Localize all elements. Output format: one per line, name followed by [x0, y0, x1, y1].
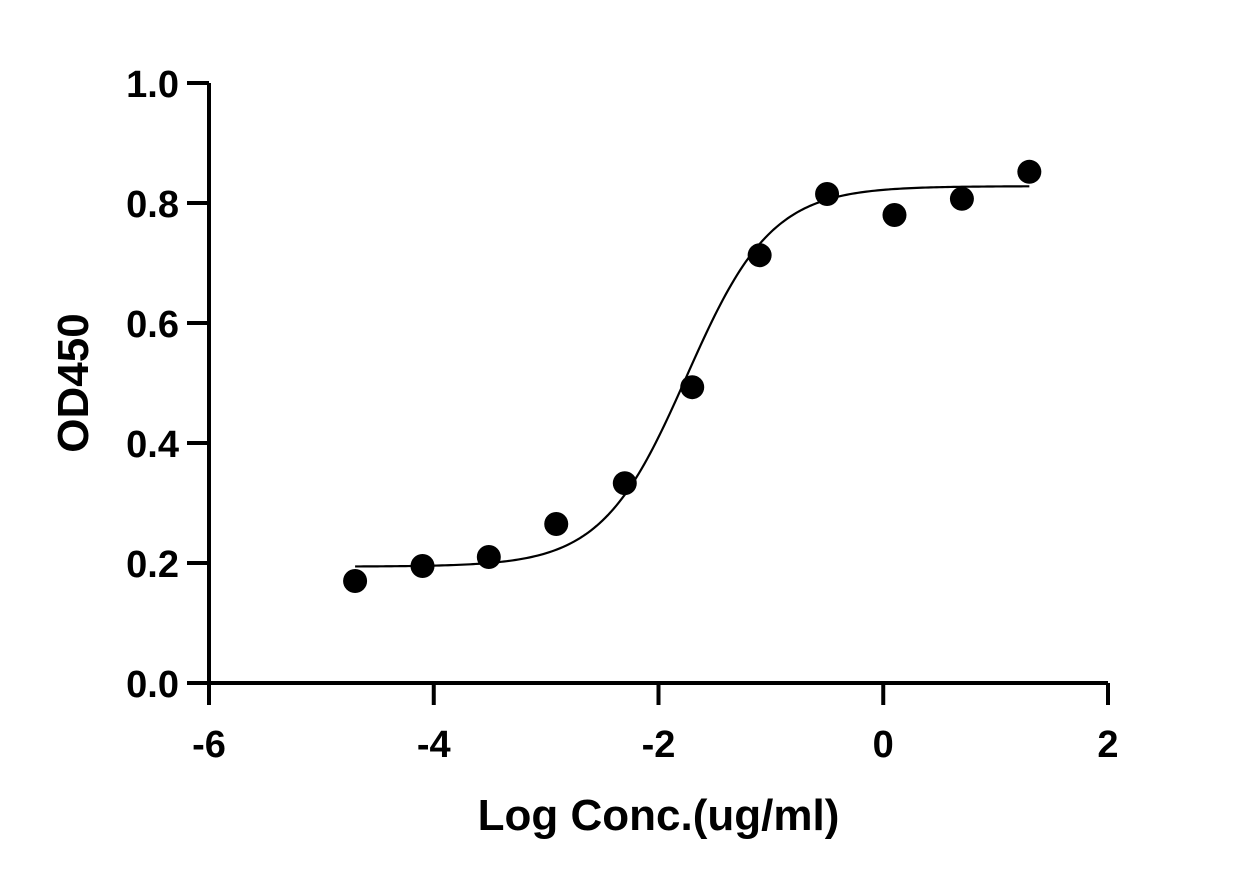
- data-points: [343, 159, 1042, 593]
- data-point: [1017, 159, 1042, 184]
- x-tick-label: 2: [1097, 724, 1118, 766]
- axes: [207, 83, 1108, 685]
- y-axis-title: OD450: [49, 313, 98, 452]
- fit-curve: [355, 185, 1030, 568]
- y-tick-label: 0.8: [126, 184, 179, 226]
- y-tick-label: 0.0: [126, 664, 179, 706]
- y-tick-label: 0.4: [126, 424, 179, 466]
- data-point: [747, 243, 772, 268]
- x-ticks: -6 -4 -2 0 2: [192, 683, 1119, 766]
- data-point: [680, 375, 705, 400]
- data-point: [476, 545, 501, 569]
- data-point: [612, 471, 637, 496]
- y-tick-label: 0.6: [126, 304, 179, 346]
- data-point: [410, 554, 435, 578]
- data-point: [544, 512, 569, 536]
- data-point: [815, 182, 840, 206]
- x-tick-label: 0: [873, 724, 894, 766]
- x-tick-label: -2: [642, 724, 676, 766]
- y-tick-label: 0.2: [126, 544, 179, 586]
- data-point: [949, 186, 974, 211]
- x-tick-label: -4: [417, 724, 451, 766]
- data-point: [343, 569, 368, 593]
- data-point: [882, 203, 907, 227]
- x-axis-title: Log Conc.(ug/ml): [478, 791, 840, 840]
- x-tick-label: -6: [192, 724, 226, 766]
- y-ticks: 0.0 0.2 0.4 0.6 0.8 1.0: [126, 64, 209, 706]
- y-tick-label: 1.0: [126, 64, 179, 106]
